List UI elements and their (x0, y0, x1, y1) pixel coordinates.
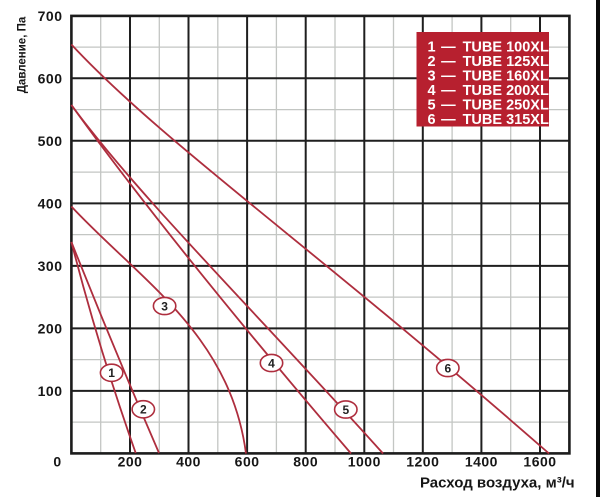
svg-text:200: 200 (118, 454, 143, 470)
svg-text:600: 600 (38, 71, 63, 87)
svg-text:1000: 1000 (348, 454, 381, 470)
svg-text:300: 300 (38, 258, 63, 274)
svg-text:1200: 1200 (406, 454, 439, 470)
svg-text:Расход воздуха, м³/ч: Расход воздуха, м³/ч (420, 475, 575, 492)
svg-text:400: 400 (38, 196, 63, 212)
svg-text:800: 800 (293, 454, 318, 470)
svg-text:500: 500 (38, 133, 63, 149)
svg-text:1400: 1400 (465, 454, 498, 470)
svg-text:700: 700 (38, 8, 63, 24)
svg-text:0: 0 (53, 454, 61, 470)
svg-text:200: 200 (38, 321, 63, 337)
svg-text:1: 1 (108, 366, 115, 380)
svg-text:400: 400 (176, 454, 201, 470)
svg-text:6—TUBE 315XL: 6— TUBE 315XL (428, 112, 549, 128)
svg-text:100: 100 (38, 383, 63, 399)
svg-text:6: 6 (444, 361, 451, 375)
svg-text:4: 4 (268, 356, 275, 370)
svg-text:2: 2 (140, 403, 147, 417)
svg-text:Давление, Па: Давление, Па (17, 16, 29, 93)
svg-text:3: 3 (161, 299, 168, 313)
svg-text:5: 5 (342, 403, 349, 417)
svg-text:1600: 1600 (523, 454, 556, 470)
svg-text:600: 600 (235, 454, 260, 470)
